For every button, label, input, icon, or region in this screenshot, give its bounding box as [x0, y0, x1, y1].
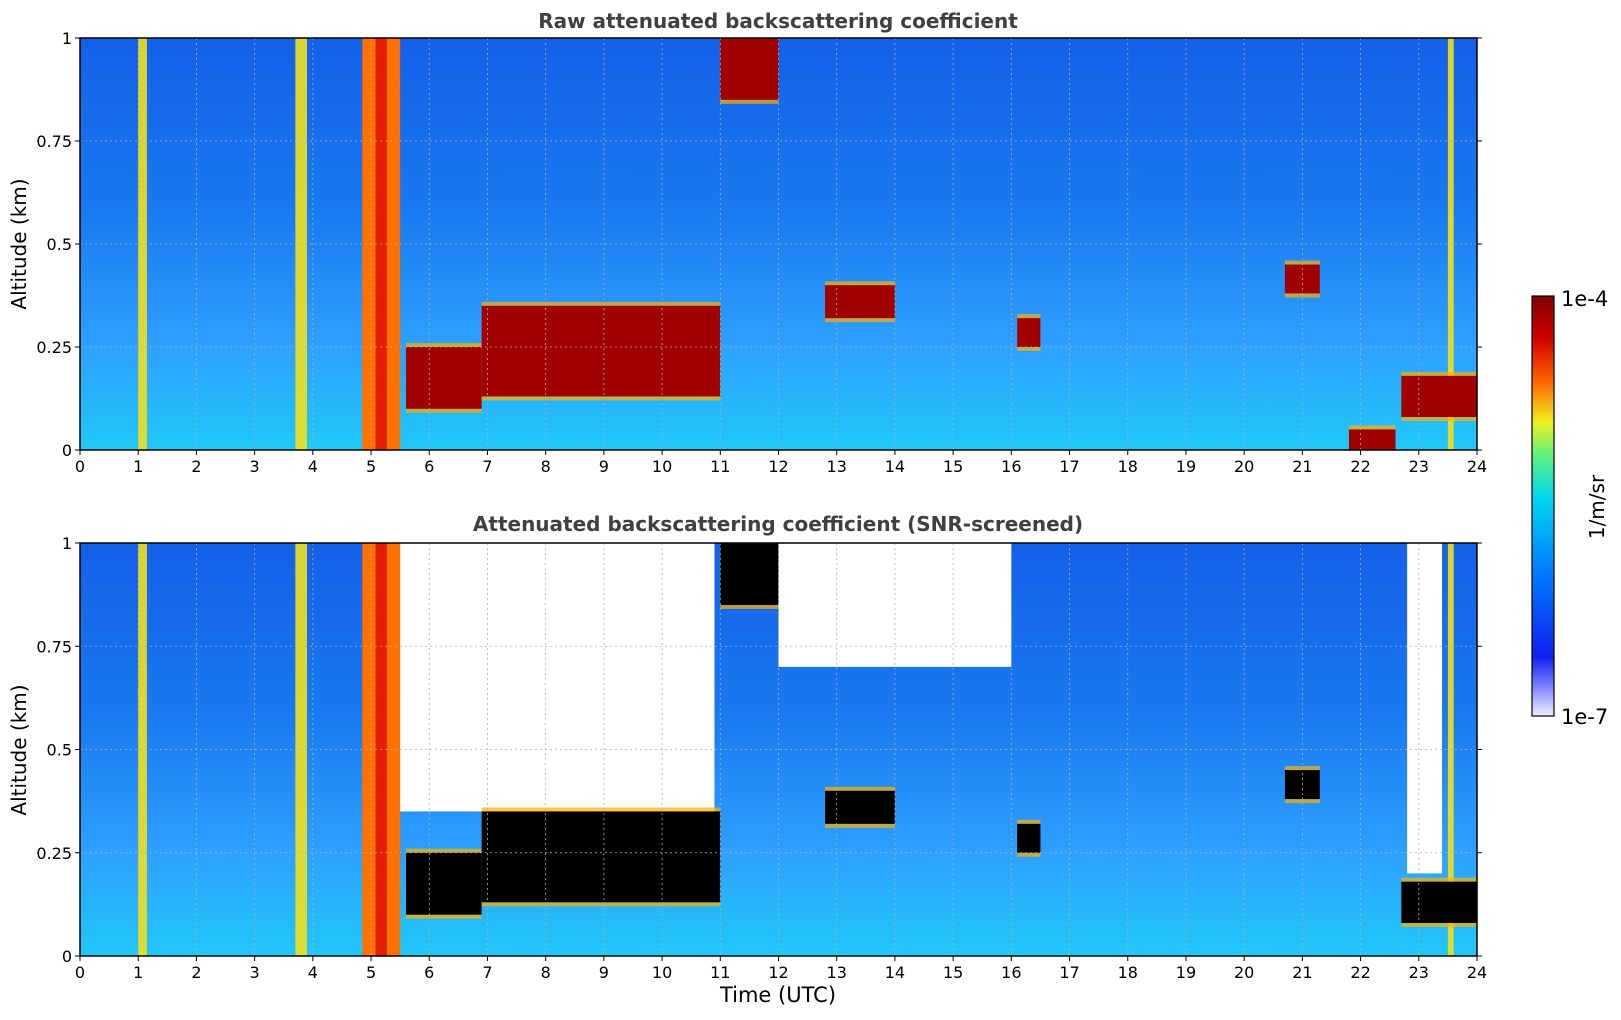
raw-x-tick-label-3: 3: [250, 457, 260, 476]
screened-panel-title: Attenuated backscattering coefficient (S…: [473, 512, 1083, 536]
screened-layer-1: [481, 811, 721, 903]
raw-layer-2: [720, 38, 779, 100]
raw-x-tick-label-21: 21: [1292, 457, 1312, 476]
screened-x-tick-label-18: 18: [1118, 963, 1138, 982]
raw-x-tick-label-17: 17: [1059, 457, 1079, 476]
screened-y-tick-label-3: 0.75: [36, 637, 72, 656]
raw-x-tick-label-5: 5: [366, 457, 376, 476]
raw-layer-7: [1348, 429, 1396, 450]
screened-x-tick-label-19: 19: [1176, 963, 1196, 982]
screened-x-tick-label-8: 8: [541, 963, 551, 982]
screened-y-ticks: 0 0.25 0.5 0.75 1: [36, 534, 1482, 966]
colorbar-gradient: [1531, 295, 1555, 717]
screened-x-tick-label-21: 21: [1292, 963, 1312, 982]
raw-x-tick-label-23: 23: [1409, 457, 1429, 476]
screened-y-tick-label-0: 0: [62, 947, 72, 966]
screened-layer-4: [1017, 823, 1041, 853]
screened-heatmap-marks: [138, 543, 1477, 956]
raw-x-tick-label-15: 15: [943, 457, 963, 476]
screened-screened-region-2: [1407, 543, 1443, 874]
screened-x-tick-label-22: 22: [1350, 963, 1370, 982]
screened-x-tick-label-7: 7: [482, 963, 492, 982]
x-axis-label: Time (UTC): [719, 983, 836, 1007]
raw-x-tick-label-18: 18: [1118, 457, 1138, 476]
raw-x-tick-label-10: 10: [652, 457, 672, 476]
raw-x-tick-label-20: 20: [1234, 457, 1254, 476]
screened-y-tick-label-1: 0.25: [36, 844, 72, 863]
raw-x-tick-label-8: 8: [541, 457, 551, 476]
raw-x-tick-label-2: 2: [191, 457, 201, 476]
colorbar: 1e-4 1e-7 1/m/sr: [1531, 287, 1609, 729]
screened-x-tick-label-12: 12: [768, 963, 788, 982]
raw-x-tick-label-9: 9: [599, 457, 609, 476]
raw-gridlines: [80, 38, 1477, 450]
screened-column-0: [138, 543, 147, 956]
screened-x-tick-label-3: 3: [250, 963, 260, 982]
screened-x-tick-label-1: 1: [133, 963, 143, 982]
raw-x-tick-label-12: 12: [768, 457, 788, 476]
screened-y-axis-label: Altitude (km): [7, 684, 31, 815]
raw-x-ticks: 0 1 2 3 4 5 6 7 8 9 10 11 12 13 14 15 16 17 18 19 20 21 22 23 24: [75, 450, 1487, 476]
screened-x-tick-label-16: 16: [1001, 963, 1021, 982]
raw-y-axis-label: Altitude (km): [7, 178, 31, 309]
screened-x-tick-label-17: 17: [1059, 963, 1079, 982]
colorbar-unit-label: 1/m/sr: [1585, 474, 1609, 539]
raw-x-tick-label-19: 19: [1176, 457, 1196, 476]
screened-x-tick-label-11: 11: [710, 963, 730, 982]
screened-x-tick-label-24: 24: [1467, 963, 1487, 982]
raw-layer-6: [1401, 375, 1477, 418]
raw-x-tick-label-13: 13: [827, 457, 847, 476]
raw-x-tick-label-11: 11: [710, 457, 730, 476]
raw-layer-1: [481, 305, 721, 397]
screened-x-tick-label-2: 2: [191, 963, 201, 982]
screened-layer-2: [720, 543, 779, 605]
screened-x-tick-label-0: 0: [75, 963, 85, 982]
raw-x-tick-label-7: 7: [482, 457, 492, 476]
screened-y-tick-label-2: 0.5: [47, 741, 72, 760]
raw-x-tick-label-1: 1: [133, 457, 143, 476]
screened-x-tick-label-13: 13: [827, 963, 847, 982]
screened-x-tick-label-9: 9: [599, 963, 609, 982]
raw-y-tick-label-4: 1: [62, 29, 72, 48]
raw-layer-0: [405, 347, 482, 409]
raw-x-tick-label-6: 6: [424, 457, 434, 476]
screened-x-tick-label-23: 23: [1409, 963, 1429, 982]
raw-y-tick-label-3: 0.75: [36, 132, 72, 151]
colorbar-max-label: 1e-4: [1561, 287, 1608, 311]
raw-x-tick-label-0: 0: [75, 457, 85, 476]
screened-screened-region-0: [400, 543, 715, 812]
screened-x-ticks: 0 1 2 3 4 5 6 7 8 9 10 11 12 13 14 15 16 17 18 19 20 21 22 23 24: [75, 956, 1487, 982]
raw-x-tick-label-14: 14: [885, 457, 905, 476]
screened-x-tick-label-6: 6: [424, 963, 434, 982]
raw-y-ticks: 0 0.25 0.5 0.75 1: [36, 29, 1482, 460]
raw-backscatter-panel: Raw attenuated backscattering coefficien…: [7, 9, 1487, 476]
snr-screened-panel: Attenuated backscattering coefficient (S…: [7, 512, 1487, 1007]
screened-layer-3: [825, 790, 895, 824]
raw-y-tick-label-0: 0: [62, 441, 72, 460]
screened-x-tick-label-14: 14: [885, 963, 905, 982]
screened-gridlines: [80, 543, 1477, 956]
raw-column-0: [138, 38, 147, 450]
raw-layer-3: [825, 285, 895, 319]
raw-x-tick-label-22: 22: [1350, 457, 1370, 476]
screened-x-tick-label-4: 4: [308, 963, 318, 982]
colorbar-min-label: 1e-7: [1561, 705, 1608, 729]
raw-x-tick-label-16: 16: [1001, 457, 1021, 476]
screened-layer-6: [1401, 881, 1477, 923]
raw-panel-title: Raw attenuated backscattering coefficien…: [538, 9, 1018, 33]
screened-x-tick-label-20: 20: [1234, 963, 1254, 982]
raw-x-tick-label-4: 4: [308, 457, 318, 476]
screened-x-tick-label-5: 5: [366, 963, 376, 982]
screened-layer-0: [405, 852, 482, 915]
raw-x-tick-label-24: 24: [1467, 457, 1487, 476]
raw-layer-4: [1017, 318, 1041, 347]
screened-x-tick-label-10: 10: [652, 963, 672, 982]
raw-y-tick-label-2: 0.5: [47, 235, 72, 254]
screened-x-tick-label-15: 15: [943, 963, 963, 982]
screened-y-tick-label-4: 1: [62, 534, 72, 553]
raw-y-tick-label-1: 0.25: [36, 338, 72, 357]
